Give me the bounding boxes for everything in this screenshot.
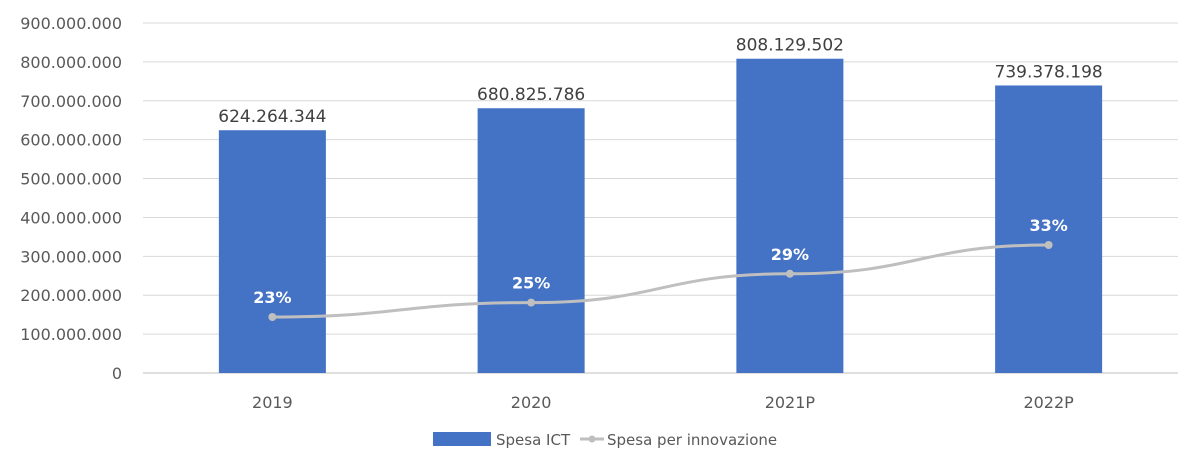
y-tick-label: 700.000.000 [20,92,122,111]
x-tick-label: 2019 [252,393,293,412]
legend: Spesa ICT Spesa per innovazione [433,431,777,449]
bar [477,108,585,374]
y-tick-label: 100.000.000 [20,325,122,344]
y-tick-label: 0 [112,364,122,383]
line-marker [785,269,794,278]
line-path [272,243,1049,319]
line-series-spesa-innovazione [268,241,1053,321]
y-tick-label: 200.000.000 [20,286,122,305]
legend-label-spesa-innovazione: Spesa per innovazione [607,431,777,449]
bar-data-label: 739.378.198 [995,62,1103,82]
line-marker [1044,241,1053,249]
y-tick-label: 900.000.000 [20,14,122,33]
bar-data-label: 624.264.344 [218,107,326,127]
line-marker [268,313,277,321]
x-tick-label: 2022P [1023,393,1074,412]
bar [736,58,844,373]
x-axis: 2019 2020 2021P 2022P [252,393,1074,412]
line-data-label: 25% [512,274,550,293]
x-tick-label: 2020 [511,393,552,412]
y-tick-label: 500.000.000 [20,170,122,189]
bar-data-labels: 624.264.344 680.825.786 808.129.502 739.378… [218,36,1102,128]
bar-data-label: 808.129.502 [736,36,844,56]
bar-series-spesa-ict [218,58,1103,374]
x-tick-label: 2021P [765,393,816,412]
line-data-labels: 23% 25% 29% 33% [253,216,1068,307]
legend-swatch-spesa-ict [433,432,491,446]
line-data-label: 33% [1029,216,1067,235]
bar-data-label: 680.825.786 [477,85,585,105]
legend-label-spesa-ict: Spesa ICT [496,431,571,449]
y-tick-label: 400.000.000 [20,208,122,227]
line-marker [527,298,536,307]
y-tick-label: 600.000.000 [20,131,122,150]
y-tick-label: 300.000.000 [20,247,122,266]
y-axis: 0 100.000.000 200.000.000 300.000.000 400.00… [20,14,122,383]
bar [995,85,1103,373]
legend-marker-spesa-innovazione [588,435,596,443]
line-data-label: 23% [253,288,291,307]
line-data-label: 29% [771,245,809,264]
bar [218,130,326,373]
y-tick-label: 800.000.000 [20,53,122,72]
